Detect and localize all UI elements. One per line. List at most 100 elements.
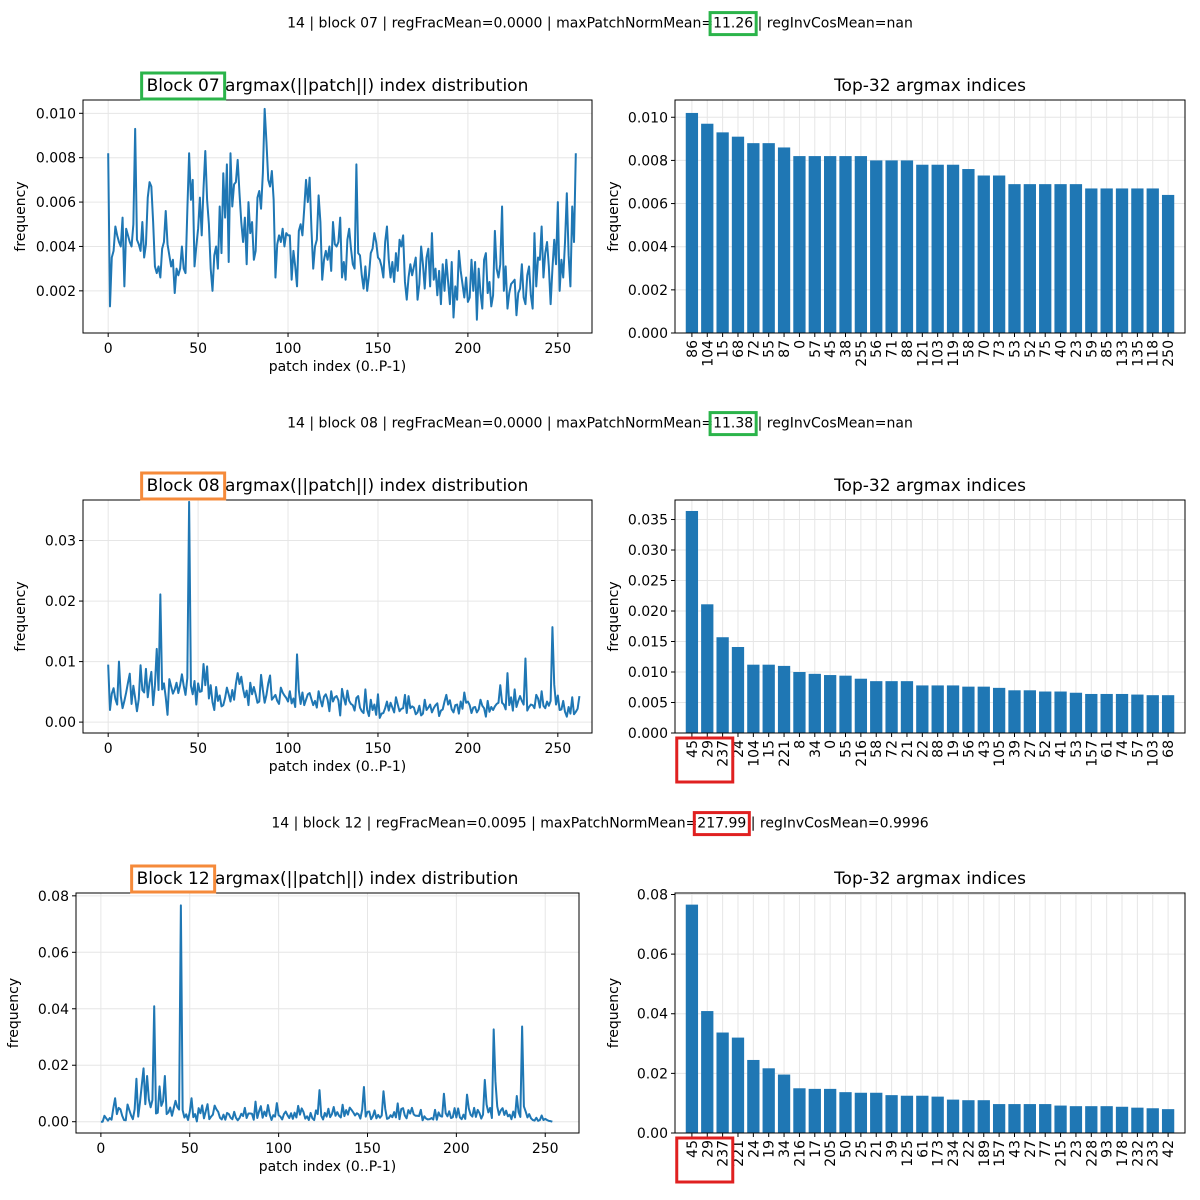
title-highlight-box bbox=[130, 864, 217, 894]
y-tick-label: 0.005 bbox=[628, 696, 668, 712]
y-tick-label: 0.015 bbox=[628, 635, 668, 651]
bar bbox=[701, 123, 714, 334]
y-tick-label: 0.002 bbox=[36, 284, 76, 300]
x-tick-label: 29 bbox=[700, 1140, 716, 1158]
y-tick-label: 0.002 bbox=[628, 283, 668, 299]
bar bbox=[916, 1095, 929, 1133]
bar bbox=[1085, 693, 1098, 733]
x-tick-label: 39 bbox=[885, 1140, 901, 1158]
bar bbox=[1008, 1104, 1021, 1133]
x-tick-label: 75 bbox=[1038, 340, 1054, 358]
bar bbox=[1146, 1108, 1159, 1133]
bar-chart-1-frame bbox=[674, 99, 1186, 334]
y-tick-label: 0.004 bbox=[628, 240, 668, 256]
x-tick-label: 100 bbox=[275, 341, 302, 357]
bar bbox=[885, 1095, 898, 1133]
y-tick-label: 0.06 bbox=[38, 945, 69, 961]
y-tick-label: 0.01 bbox=[45, 655, 76, 671]
bar bbox=[793, 672, 806, 733]
x-tick-label: 68 bbox=[731, 340, 747, 358]
title-highlight-box bbox=[140, 471, 227, 501]
x-tick-label: 72 bbox=[746, 340, 762, 358]
bar bbox=[1054, 691, 1067, 733]
x-tick-label: 157 bbox=[992, 1140, 1008, 1167]
x-tick-label: 215 bbox=[1054, 1140, 1070, 1167]
bar bbox=[1023, 1104, 1036, 1133]
bar bbox=[747, 1059, 760, 1133]
y-tick-label: 0.03 bbox=[45, 534, 76, 550]
x-tick-label: 0 bbox=[96, 1141, 105, 1157]
bar bbox=[793, 1088, 806, 1133]
x-tick-label: 150 bbox=[354, 1141, 381, 1157]
y-tick-label: 0.06 bbox=[637, 947, 668, 963]
header-value-highlight-box bbox=[708, 411, 758, 437]
bar bbox=[731, 1037, 745, 1133]
x-tick-label: 34 bbox=[777, 1140, 793, 1158]
x-tick-label: 118 bbox=[1146, 340, 1162, 367]
chart-title: Block 08 argmax(||patch||) index distrib… bbox=[147, 476, 529, 496]
bar bbox=[870, 681, 883, 733]
bar bbox=[747, 143, 760, 333]
figure-row-header: 14 | block 07 | regFracMean=0.0000 | max… bbox=[287, 16, 913, 32]
y-tick-label: 0.006 bbox=[36, 195, 76, 211]
bar bbox=[1023, 184, 1036, 333]
bar bbox=[946, 685, 960, 733]
x-tick-label: 0 bbox=[104, 341, 113, 357]
bar bbox=[962, 169, 975, 333]
bar bbox=[946, 164, 960, 333]
x-tick-label: 27 bbox=[1023, 1140, 1039, 1158]
x-tick-label: 24 bbox=[731, 740, 747, 758]
y-tick-label: 0.010 bbox=[628, 665, 668, 681]
bar bbox=[1115, 188, 1129, 333]
y-tick-label: 0.00 bbox=[45, 715, 76, 731]
x-tick-label: 103 bbox=[931, 340, 947, 367]
bar bbox=[731, 646, 745, 733]
x-tick-label: 72 bbox=[885, 740, 901, 758]
x-tick-label: 57 bbox=[808, 340, 824, 358]
bar bbox=[777, 665, 791, 733]
x-tick-label: 45 bbox=[685, 1140, 701, 1158]
y-tick-label: 0.04 bbox=[38, 1002, 69, 1018]
bar bbox=[870, 1092, 883, 1133]
bar bbox=[1146, 695, 1159, 733]
bar bbox=[916, 685, 929, 733]
x-axis-label: patch index (0..P-1) bbox=[269, 759, 407, 775]
figure-row-header: 14 | block 08 | regFracMean=0.0000 | max… bbox=[287, 416, 913, 432]
bar bbox=[992, 175, 1006, 333]
x-tick-label: 150 bbox=[365, 341, 392, 357]
header-value-highlight-box bbox=[708, 11, 758, 37]
bar bbox=[1023, 690, 1036, 733]
y-tick-label: 0.000 bbox=[628, 326, 668, 342]
bar bbox=[900, 681, 914, 733]
x-tick-label: 45 bbox=[685, 740, 701, 758]
bar-chart-5-frame bbox=[674, 892, 1186, 1134]
x-tick-label: 233 bbox=[1146, 1140, 1162, 1167]
x-tick-label: 15 bbox=[762, 740, 778, 758]
x-tick-label: 125 bbox=[900, 1140, 916, 1167]
header-value-highlight-box bbox=[692, 811, 751, 837]
bar bbox=[1008, 184, 1021, 333]
x-tick-label: 17 bbox=[808, 1140, 824, 1158]
x-tick-label: 87 bbox=[777, 340, 793, 358]
x-tick-label: 0 bbox=[823, 740, 839, 749]
x-tick-label: 135 bbox=[1130, 340, 1146, 367]
y-tick-label: 0.00 bbox=[38, 1115, 69, 1131]
bar bbox=[1039, 691, 1052, 733]
x-tick-label: 250 bbox=[1161, 340, 1177, 367]
x-tick-label: 41 bbox=[1054, 740, 1070, 758]
chart-title: Top-32 argmax indices bbox=[833, 476, 1026, 496]
bar bbox=[839, 1092, 852, 1133]
x-tick-label: 50 bbox=[181, 1141, 199, 1157]
bar bbox=[1069, 1106, 1083, 1133]
x-tick-label: 237 bbox=[716, 1140, 732, 1167]
x-tick-label: 200 bbox=[455, 741, 482, 757]
x-tick-label: 133 bbox=[1115, 340, 1131, 367]
bar bbox=[1146, 188, 1159, 333]
x-tick-label: 178 bbox=[1115, 1140, 1131, 1167]
y-axis-label: frequency bbox=[13, 181, 29, 251]
x-tick-label: 77 bbox=[1038, 1140, 1054, 1158]
x-tick-label: 0 bbox=[792, 340, 808, 349]
x-tick-label: 55 bbox=[839, 740, 855, 758]
x-tick-label: 43 bbox=[977, 740, 993, 758]
x-tick-label: 104 bbox=[700, 340, 716, 367]
